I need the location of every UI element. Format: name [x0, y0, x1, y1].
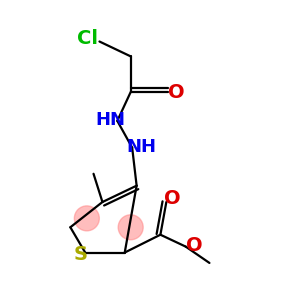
Text: O: O — [164, 189, 181, 208]
Circle shape — [74, 206, 99, 231]
Text: S: S — [73, 244, 87, 263]
Circle shape — [118, 215, 143, 240]
Text: NH: NH — [126, 138, 156, 156]
Text: O: O — [186, 236, 202, 255]
Text: HN: HN — [96, 111, 126, 129]
Text: Cl: Cl — [77, 29, 98, 48]
Text: O: O — [168, 82, 185, 101]
